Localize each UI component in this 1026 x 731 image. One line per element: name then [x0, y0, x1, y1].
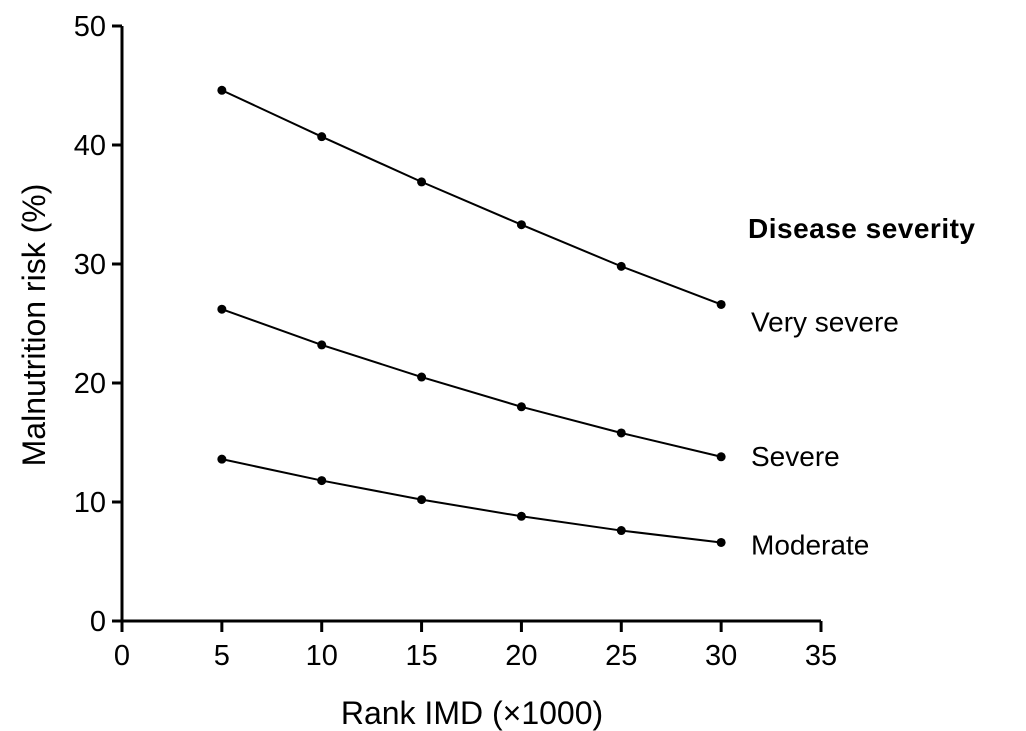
data-point [516, 511, 526, 521]
series-severe: Severe [217, 304, 840, 472]
y-axis-title: Malnutrition risk (%) [16, 184, 52, 467]
axes: 0 10 20 30 40 50 0 5 10 15 20 25 30 35 [74, 11, 837, 672]
series-label-moderate: Moderate [751, 529, 869, 560]
data-point [516, 402, 526, 412]
data-point [217, 304, 227, 314]
y-tick-label: 10 [74, 487, 106, 519]
x-tick-label: 25 [605, 640, 637, 672]
y-tick-label: 50 [74, 11, 106, 43]
data-point [716, 452, 726, 462]
series-line-severe [221, 308, 722, 458]
y-tick-label: 0 [90, 606, 106, 638]
data-point [716, 537, 726, 547]
data-point [417, 177, 427, 187]
x-tick-label: 10 [306, 640, 338, 672]
series-moderate: Moderate [217, 454, 869, 560]
data-point [716, 299, 726, 309]
series-line-very-severe [221, 89, 722, 306]
y-tick-label: 20 [74, 368, 106, 400]
x-tick-label: 30 [705, 640, 737, 672]
series-label-severe: Severe [751, 441, 840, 472]
data-point [417, 372, 427, 382]
data-point [616, 428, 626, 438]
x-tick-label: 20 [505, 640, 537, 672]
x-tick-label: 35 [805, 640, 837, 672]
data-point [616, 261, 626, 271]
data-point [417, 495, 427, 505]
data-point [217, 85, 227, 95]
x-tick-label: 5 [214, 640, 230, 672]
data-point [217, 454, 227, 464]
legend-title: Disease severity [748, 213, 976, 244]
data-point [317, 132, 327, 142]
y-tick-label: 30 [74, 249, 106, 281]
x-axis-title: Rank IMD (×1000) [341, 695, 603, 731]
series-very-severe: Very severe [217, 85, 899, 337]
data-point [616, 526, 626, 536]
series-layer: Very severe Severe Moderate [217, 85, 899, 560]
series-line-moderate [221, 458, 722, 544]
x-tick-label: 15 [405, 640, 437, 672]
data-point [317, 340, 327, 350]
x-tick-label: 0 [114, 640, 130, 672]
y-tick-label: 40 [74, 130, 106, 162]
data-point [317, 476, 327, 486]
series-label-very-severe: Very severe [751, 306, 899, 337]
data-point [516, 220, 526, 230]
